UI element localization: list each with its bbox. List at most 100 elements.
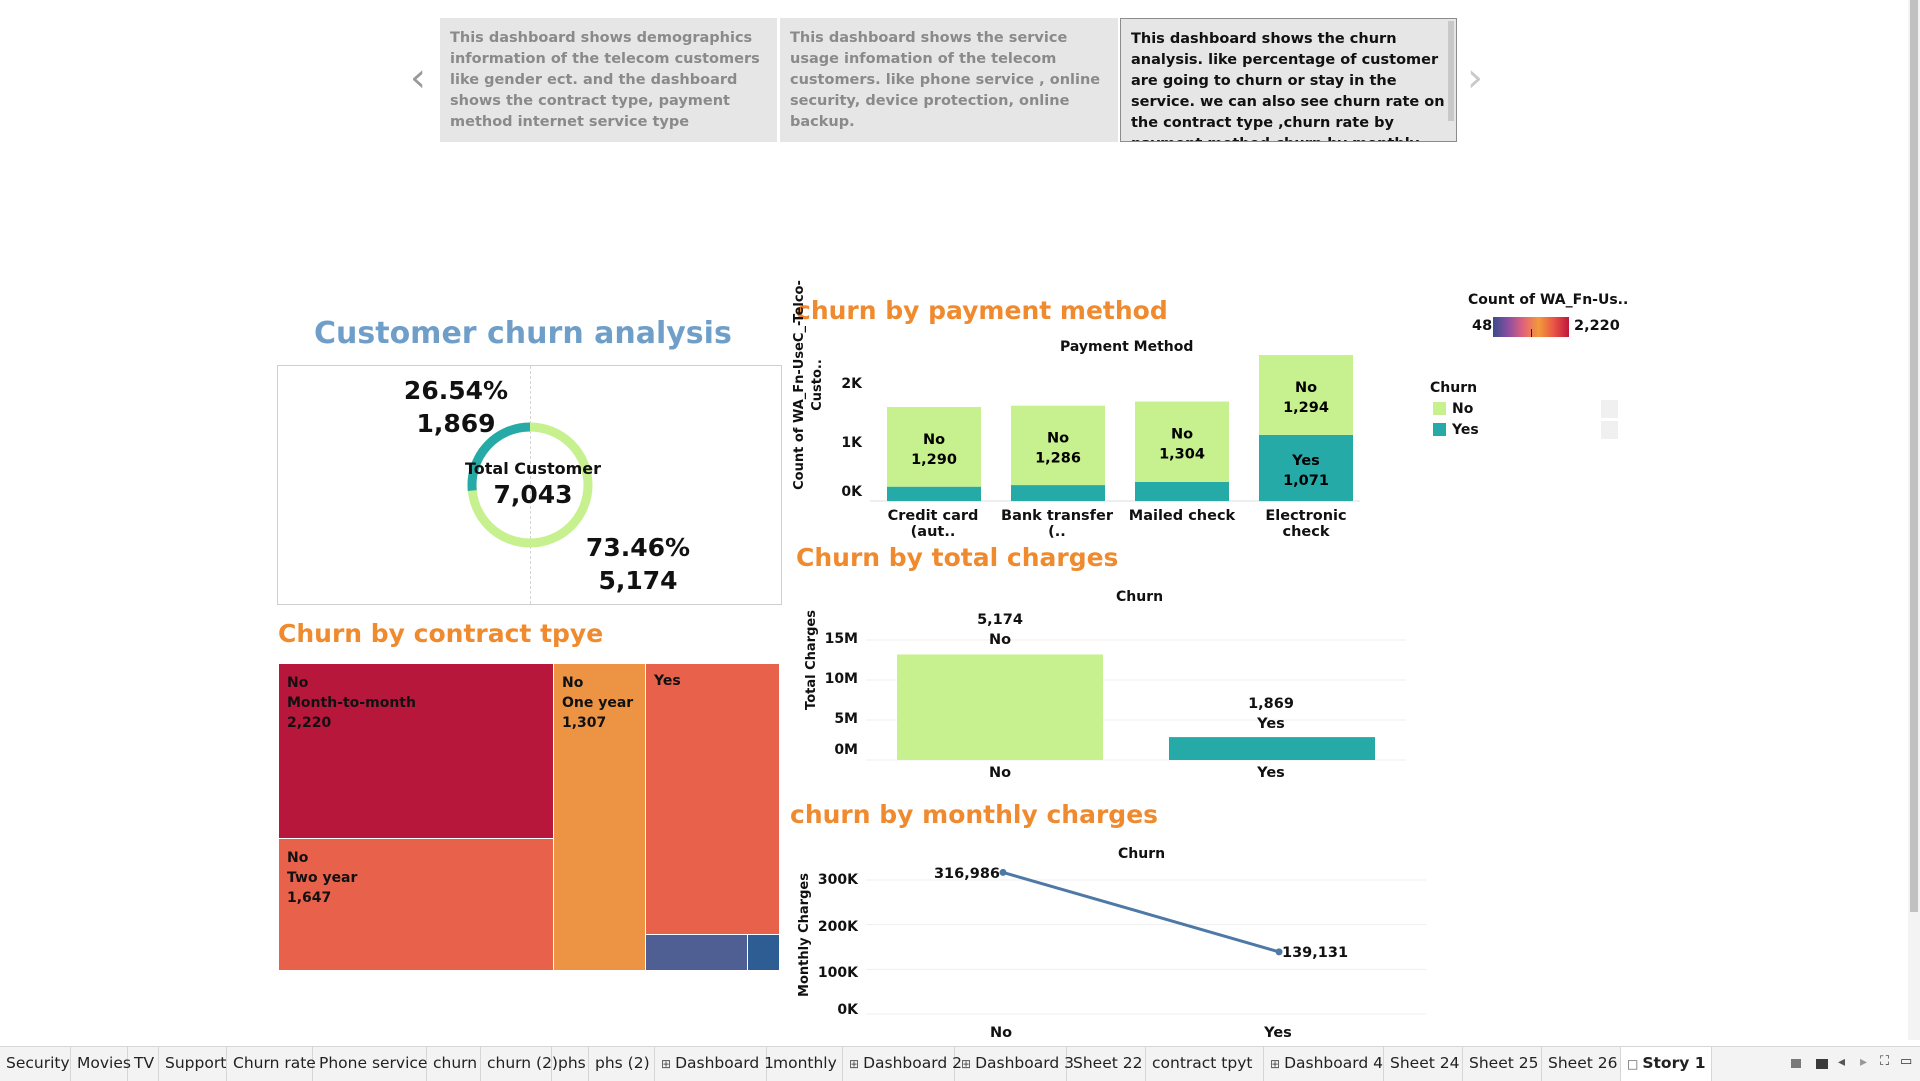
- legend-control[interactable]: [1601, 400, 1618, 418]
- treemap-cell-label: No Two year 1,647: [287, 848, 357, 908]
- monthly-point-label-no: 316,986: [933, 866, 1000, 882]
- prev-sheet-icon[interactable]: ◂: [1838, 1054, 1846, 1070]
- payment-bar-no: [1135, 401, 1229, 482]
- sheet-tab[interactable]: Sheet 26: [1542, 1047, 1621, 1081]
- sheet-tab[interactable]: Churn rate: [227, 1047, 316, 1081]
- payment-value-yes: 1,071: [1283, 473, 1329, 489]
- dashboard-icon: ⊞: [661, 1057, 672, 1071]
- sheet-tab-label: Dashboard 2: [863, 1054, 962, 1072]
- payment-label-no: No: [1047, 430, 1069, 446]
- sheet-tab-label: Dashboard 1: [675, 1054, 774, 1072]
- story-caption-text: This dashboard shows the service usage i…: [790, 30, 1101, 130]
- no-percent: 73.46%: [585, 533, 691, 562]
- caption-scrollbar[interactable]: [1448, 21, 1454, 121]
- bar-count: 1,869: [1248, 696, 1294, 712]
- view-toggle-icon[interactable]: [1791, 1059, 1801, 1068]
- payment-tick: 1K: [841, 435, 862, 451]
- sheet-tab[interactable]: Sheet 24: [1384, 1047, 1463, 1081]
- sheet-tab[interactable]: Support: [159, 1047, 227, 1081]
- story-prev-arrow[interactable]: ‹: [410, 55, 426, 101]
- sheet-tab[interactable]: monthly: [767, 1047, 843, 1081]
- sheet-tab[interactable]: ⊞ Dashboard 2: [843, 1047, 962, 1081]
- total-charges-tick: 10M: [824, 671, 858, 687]
- payment-label-yes: Yes: [1291, 453, 1320, 469]
- treemap-cell-no-month-to-month[interactable]: No Month-to-month 2,220: [279, 664, 554, 839]
- sheet-tab[interactable]: Movies: [71, 1047, 131, 1081]
- sheet-tab[interactable]: phs (2): [589, 1047, 655, 1081]
- sheet-tab[interactable]: Phone service: [313, 1047, 427, 1081]
- payment-bar-yes: [1259, 434, 1353, 501]
- payment-value-no: 1,294: [1283, 400, 1329, 416]
- monthly-xlabel: No: [989, 1025, 1013, 1041]
- donut-center: Total Customer 7,043: [453, 459, 613, 509]
- fullscreen-icon[interactable]: ⛶: [1880, 1054, 1890, 1069]
- yes-percent: 26.54%: [403, 376, 509, 405]
- bar-count: 5,174: [977, 612, 1023, 628]
- payment-xlabel: Electronic check: [1265, 508, 1347, 540]
- story-icon: □: [1627, 1057, 1639, 1071]
- treemap-cell-label: No One year 1,307: [562, 673, 633, 733]
- monthly-xlabel: Yes: [1264, 1025, 1292, 1041]
- payment-xlabel: Bank transfer (..: [1001, 508, 1113, 540]
- story-caption-text: This dashboard shows the churn analysis.…: [1131, 31, 1445, 141]
- overview-panel: 26.54% 1,869 Total Customer 7,043 73.46%…: [277, 365, 782, 605]
- sheet-tab-label: Security: [6, 1054, 70, 1072]
- total-bar-label-no: 5,174 No: [975, 610, 1025, 650]
- treemap-cell-yes-two-year[interactable]: [748, 935, 779, 970]
- story-caption-3[interactable]: This dashboard shows the churn analysis.…: [1120, 18, 1457, 142]
- sheet-tab[interactable]: phs: [552, 1047, 589, 1081]
- sheet-tab[interactable]: Sheet 25: [1463, 1047, 1542, 1081]
- total-charges-ylabel: Total Charges: [804, 610, 819, 710]
- treemap-cell-no-one-year[interactable]: No One year 1,307: [554, 664, 646, 970]
- sheet-tab[interactable]: ⊞ Dashboard 1: [655, 1047, 774, 1081]
- monthly-line: [1002, 870, 1280, 954]
- sheet-tab-label: Phone service: [319, 1054, 428, 1072]
- sheet-tab[interactable]: TV: [128, 1047, 159, 1081]
- next-sheet-icon[interactable]: ▸: [1860, 1054, 1868, 1070]
- sheet-tab[interactable]: ⊞ Dashboard 3: [955, 1047, 1074, 1081]
- cell-contract: Two year: [287, 870, 358, 886]
- sheet-tab-label: contract tpyt: [1152, 1054, 1253, 1072]
- filmstrip-icon[interactable]: [1816, 1059, 1828, 1069]
- color-legend-max: 2,220: [1574, 318, 1620, 334]
- payment-bar-no: [1011, 405, 1105, 486]
- scrollbar-thumb[interactable]: [1910, 0, 1918, 912]
- total-xlabel: No: [988, 765, 1012, 781]
- sheet-tab[interactable]: □ Story 1: [1621, 1047, 1712, 1081]
- vertical-scrollbar[interactable]: [1908, 0, 1920, 1040]
- sheet-tab-label: Sheet 26: [1548, 1054, 1618, 1072]
- story-next-arrow[interactable]: ›: [1467, 55, 1483, 101]
- sheet-tab[interactable]: Security: [0, 1047, 71, 1081]
- treemap-cell-yes-month-to-month[interactable]: Yes: [646, 664, 779, 935]
- story-caption-2[interactable]: This dashboard shows the service usage i…: [780, 18, 1118, 142]
- sheet-tab-label: phs (2): [595, 1054, 650, 1072]
- sheet-tab-bar: Security Movies TV Support Churn rate Phone s…: [0, 1046, 1920, 1081]
- treemap-cell-no-two-year[interactable]: No Two year 1,647: [279, 839, 554, 970]
- legend-control[interactable]: [1601, 421, 1618, 439]
- cell-churn: No: [562, 675, 584, 691]
- sheet-tab[interactable]: contract tpyt: [1146, 1047, 1264, 1081]
- total-customer-label: Total Customer: [465, 459, 601, 478]
- cell-churn: No: [287, 850, 309, 866]
- total-charges-title: Churn by total charges: [796, 543, 1119, 572]
- sheet-tab[interactable]: Sheet 22: [1067, 1047, 1146, 1081]
- churn-legend-title: Churn: [1430, 380, 1478, 396]
- sheet-tab[interactable]: ⊞ Dashboard 4: [1264, 1047, 1384, 1081]
- legend-label-yes: Yes: [1452, 422, 1479, 438]
- payment-tick: 0K: [841, 484, 862, 500]
- story-caption-1[interactable]: This dashboard shows demographics inform…: [440, 18, 777, 142]
- treemap-cell-yes-one-year[interactable]: [646, 935, 748, 970]
- sheet-tab[interactable]: churn (2): [481, 1047, 558, 1081]
- color-legend-marker: [1531, 329, 1532, 337]
- sheet-tab[interactable]: churn: [427, 1047, 481, 1081]
- payment-bar-yes: [887, 486, 981, 501]
- cell-contract: One year: [562, 695, 634, 711]
- churn-donut: [467, 422, 593, 548]
- payment-xlabel: Credit card (aut..: [887, 508, 979, 540]
- monthly-tick: 300K: [817, 872, 858, 888]
- reference-line: [530, 366, 531, 604]
- dashboard-icon: ⊞: [1270, 1057, 1281, 1071]
- cell-value: 2,220: [287, 715, 332, 731]
- present-icon[interactable]: ▭: [1900, 1054, 1913, 1069]
- payment-bar-no: [887, 407, 981, 487]
